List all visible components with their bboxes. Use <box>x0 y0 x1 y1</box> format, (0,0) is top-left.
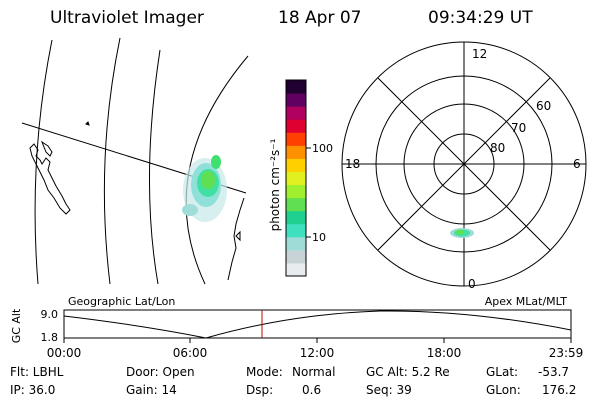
info-ip: IP: 36.0 <box>10 383 56 397</box>
x-tick-1200: 12:00 <box>300 346 335 360</box>
info-door: Door: Open <box>126 365 195 379</box>
colorbar-tick-10: 10 <box>312 231 326 244</box>
mlt-label-18: 18 <box>345 157 360 171</box>
colorbar-unit-label: photon cm⁻²s⁻¹ <box>268 138 282 231</box>
info-gain: Gain: 14 <box>126 383 177 397</box>
map-grid-line <box>34 39 53 285</box>
mlat-label-70: 70 <box>511 121 526 135</box>
x-tick-0000: 00:00 <box>47 346 82 360</box>
coastline <box>235 230 241 242</box>
colorbar-band <box>286 145 306 159</box>
timeline-left-title: Geographic Lat/Lon <box>68 295 175 308</box>
x-tick-0600: 06:00 <box>173 346 208 360</box>
info-seq: Seq: 39 <box>366 383 412 397</box>
coastline <box>85 121 90 126</box>
polar-plot <box>341 41 587 287</box>
info-mode-label: Mode: <box>246 365 283 379</box>
colorbar <box>286 80 306 277</box>
mlat-label-80: 80 <box>490 141 505 155</box>
info-dsp-value: 0.6 <box>302 383 322 397</box>
coastline <box>227 197 245 281</box>
date-label: 18 Apr 07 <box>278 8 362 28</box>
colorbar-band <box>286 158 306 172</box>
info-glon-label: GLon: <box>486 383 521 397</box>
x-tick-1800: 18:00 <box>427 346 462 360</box>
colorbar-band <box>286 262 306 277</box>
info-gc-alt: GC Alt: 5.2 Re <box>366 365 450 379</box>
colorbar-band <box>286 119 306 133</box>
timeline-plot: Geographic Lat/Lon Apex MLat/MLT 00:00 0… <box>10 295 583 360</box>
x-tick-2359: 23:59 <box>549 346 584 360</box>
colorbar-tick-100: 100 <box>312 142 333 155</box>
gc-alt-curve <box>63 310 572 339</box>
colorbar-band <box>286 106 306 120</box>
info-filter: Flt: LBHL <box>10 365 64 379</box>
mlat-label-60: 60 <box>536 99 551 113</box>
coastline <box>40 140 53 157</box>
aurora-map <box>182 155 227 222</box>
timeline-right-title: Apex MLat/MLT <box>485 295 568 308</box>
aurora-polar <box>450 228 474 238</box>
colorbar-band <box>286 93 306 107</box>
info-dsp-label: Dsp: <box>246 383 274 397</box>
info-glon-value: 176.2 <box>542 383 577 397</box>
colorbar-band <box>286 171 306 186</box>
mlt-label-6: 6 <box>573 157 581 171</box>
coastline <box>29 143 71 215</box>
map-grid-line <box>103 37 121 285</box>
colorbar-band <box>286 197 306 212</box>
mlt-label-12: 12 <box>472 47 487 61</box>
info-glat-value: -53.7 <box>538 365 570 379</box>
colorbar-band <box>286 210 306 225</box>
instrument-title: Ultraviolet Imager <box>50 8 204 28</box>
mlt-label-0: 0 <box>468 277 476 291</box>
colorbar-band <box>286 132 306 146</box>
colorbar-band <box>286 236 306 251</box>
info-mode-value: Normal <box>292 365 336 379</box>
geographic-map <box>21 37 249 285</box>
colorbar-band <box>286 184 306 199</box>
gc-alt-axis-label: GC Alt <box>10 308 23 343</box>
colorbar-band <box>286 249 306 264</box>
y-tick-1.8: 1.8 <box>41 331 59 344</box>
y-tick-9: 9.0 <box>41 308 59 321</box>
info-glat-label: GLat: <box>486 365 519 379</box>
colorbar-band <box>286 80 306 94</box>
colorbar-frame <box>285 79 307 277</box>
time-label: 09:34:29 UT <box>428 8 533 28</box>
colorbar-band <box>286 223 306 238</box>
map-grid-line <box>149 49 161 285</box>
